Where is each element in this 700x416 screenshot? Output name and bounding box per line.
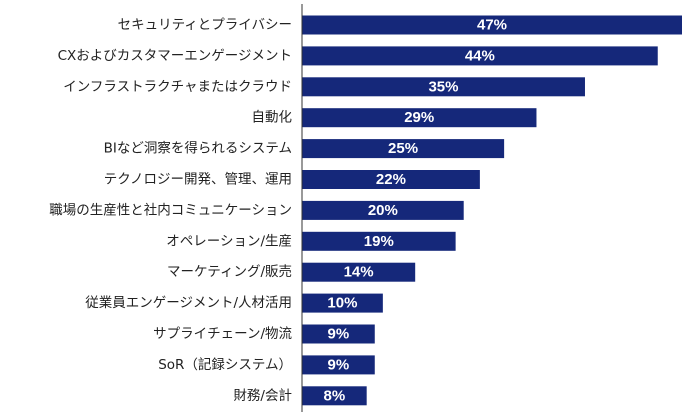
bar xyxy=(302,139,505,159)
category-label: CXおよびカスタマーエンゲージメント xyxy=(58,48,292,64)
bar xyxy=(302,46,658,66)
bar xyxy=(302,77,585,97)
bar xyxy=(302,170,480,189)
category-label: サプライチェーン/物流 xyxy=(153,326,292,342)
bar-value-label: 9% xyxy=(328,326,350,343)
category-label: オペレーション/生産 xyxy=(166,233,292,249)
category-label: 自動化 xyxy=(252,110,293,126)
bar-value-label: 22% xyxy=(376,171,406,188)
bar-value-label: 10% xyxy=(327,295,357,312)
bar-value-label: 29% xyxy=(404,109,434,126)
category-label: SoR（記録システム） xyxy=(158,356,292,373)
category-label: セキュリティとプライバシー xyxy=(118,17,292,33)
category-label: マーケティング/販売 xyxy=(167,264,292,280)
category-label: 財務/会計 xyxy=(233,388,292,404)
bar xyxy=(302,108,537,128)
bar xyxy=(302,355,375,375)
bars-group: セキュリティとプライバシー 47% CXおよびカスタマーエンゲージメント 44% インフ… xyxy=(49,15,682,406)
bar xyxy=(302,293,383,313)
bar-value-label: 8% xyxy=(323,387,345,404)
bar-value-label: 14% xyxy=(344,264,374,281)
bar-value-label: 9% xyxy=(328,356,350,373)
bar xyxy=(302,15,682,35)
bar xyxy=(302,324,375,344)
category-label: テクノロジー開発、管理、運用 xyxy=(104,172,292,188)
bar xyxy=(302,200,464,220)
category-label: 職場の生産性と社内コミュニケーション xyxy=(49,202,292,218)
bar-value-label: 20% xyxy=(368,202,398,219)
bar-value-label: 19% xyxy=(364,233,394,250)
bar-value-label: 47% xyxy=(477,17,507,34)
bar xyxy=(302,262,416,282)
bar-value-label: 35% xyxy=(428,78,458,95)
category-label: インフラストラクチャまたはクラウド xyxy=(63,79,292,95)
category-label: 従業員エンゲージメント/人材活用 xyxy=(85,295,292,311)
bar-value-label: 44% xyxy=(465,47,495,64)
bar xyxy=(302,231,456,251)
bar xyxy=(302,386,367,406)
bar-value-label: 25% xyxy=(388,140,418,157)
category-label: BIなど洞察を得られるシステム xyxy=(104,140,292,157)
